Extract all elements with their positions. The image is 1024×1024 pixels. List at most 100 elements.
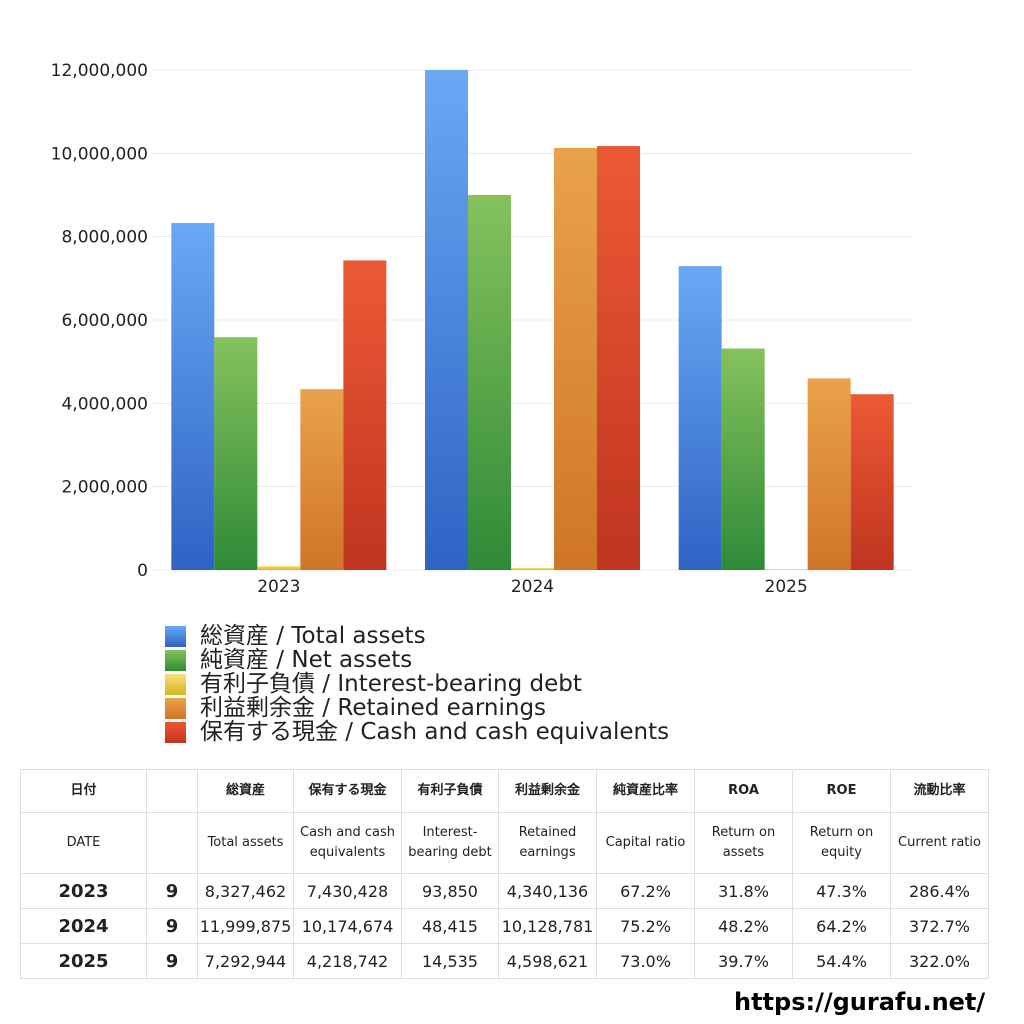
- y-tick-label: 0: [137, 561, 148, 581]
- table-cell: 14,535: [401, 943, 499, 979]
- table-cell-year: 2023: [20, 873, 147, 909]
- table-cell: 10,174,674: [293, 908, 402, 944]
- header-cell: DATE: [20, 812, 147, 874]
- bar: [764, 569, 808, 570]
- legend-swatch-retained-earnings: [165, 697, 186, 719]
- table-cell: 47.3%: [792, 873, 891, 909]
- bar: [214, 337, 258, 570]
- table-cell-year: 2025: [20, 943, 147, 979]
- table-cell: 93,850: [401, 873, 499, 909]
- table-cell: 10,128,781: [498, 908, 597, 944]
- bar: [554, 147, 597, 570]
- table-cell: 322.0%: [890, 943, 989, 979]
- legend-item: 純資産 / Net assets: [165, 648, 669, 672]
- header-cell: 保有する現金: [293, 769, 402, 813]
- header-cell: ROE: [792, 769, 891, 813]
- data-table: 日付 総資産 保有する現金 有利子負債 利益剰余金 純資産比率 ROA ROE …: [20, 769, 989, 979]
- table-cell: 372.7%: [890, 908, 989, 944]
- y-tick-label: 12,000,000: [51, 61, 148, 81]
- table-cell: 73.0%: [596, 943, 695, 979]
- table-header-en: DATE Total assets Cash and cash equivale…: [20, 812, 989, 874]
- table-row: 2025 9 7,292,944 4,218,742 14,535 4,598,…: [20, 943, 989, 979]
- legend-item: 利益剰余金 / Retained earnings: [165, 696, 669, 720]
- bar: [511, 567, 554, 570]
- legend-swatch-net-assets: [165, 649, 186, 671]
- bar-chart: 0 2,000,000 4,000,000 6,000,000 8,000,000 10,…: [51, 61, 913, 597]
- table-cell: 48.2%: [694, 908, 793, 944]
- site-url: https://gurafu.net/: [734, 988, 986, 1016]
- bar: [468, 195, 511, 570]
- x-axis-ticks: 2023 2024 2025: [257, 577, 808, 597]
- bars: [171, 70, 894, 571]
- table-cell: 64.2%: [792, 908, 891, 944]
- legend-label: 純資産 / Net assets: [200, 647, 413, 673]
- bar: [300, 389, 344, 570]
- header-cell: Current ratio: [890, 812, 989, 874]
- y-tick-label: 8,000,000: [61, 228, 148, 248]
- header-cell: Return on assets: [694, 812, 793, 874]
- x-tick-label: 2024: [511, 577, 554, 597]
- header-cell: 有利子負債: [401, 769, 499, 813]
- y-axis-ticks: 0 2,000,000 4,000,000 6,000,000 8,000,000 10,…: [51, 61, 148, 581]
- header-cell: 流動比率: [890, 769, 989, 813]
- header-cell: Return on equity: [792, 812, 891, 874]
- y-tick-label: 10,000,000: [51, 144, 148, 164]
- table-row: 2023 9 8,327,462 7,430,428 93,850 4,340,…: [20, 873, 989, 909]
- table-cell: 7,292,944: [197, 943, 294, 979]
- y-tick-label: 6,000,000: [61, 311, 148, 331]
- legend-label: 総資産 / Total assets: [200, 623, 426, 649]
- table-cell: 4,340,136: [498, 873, 597, 909]
- table-header-jp: 日付 総資産 保有する現金 有利子負債 利益剰余金 純資産比率 ROA ROE …: [20, 769, 989, 813]
- x-tick-label: 2025: [765, 577, 808, 597]
- table-cell: 67.2%: [596, 873, 695, 909]
- header-cell: 利益剰余金: [498, 769, 597, 813]
- table-cell: 39.7%: [694, 943, 793, 979]
- table-cell: 11,999,875: [197, 908, 294, 944]
- bar: [597, 146, 640, 571]
- header-cell: 日付: [20, 769, 147, 813]
- legend-label: 利益剰余金 / Retained earnings: [200, 695, 547, 721]
- bar: [721, 348, 765, 570]
- legend-label: 有利子負債 / Interest-bearing debt: [200, 671, 582, 697]
- header-cell: Total assets: [197, 812, 294, 874]
- table-cell: 4,218,742: [293, 943, 402, 979]
- header-cell: Cash and cash equivalents: [293, 812, 402, 874]
- x-tick-label: 2023: [257, 577, 300, 597]
- table-cell-month: 9: [146, 943, 198, 979]
- header-cell: Interest-bearing debt: [401, 812, 499, 874]
- header-cell: 総資産: [197, 769, 294, 813]
- y-tick-label: 2,000,000: [61, 478, 148, 498]
- table-cell: 7,430,428: [293, 873, 402, 909]
- legend-swatch-cash: [165, 721, 186, 743]
- bar: [343, 260, 387, 570]
- bar: [171, 223, 215, 571]
- table-cell-month: 9: [146, 873, 198, 909]
- table-cell-month: 9: [146, 908, 198, 944]
- table-cell: 75.2%: [596, 908, 695, 944]
- legend-item: 保有する現金 / Cash and cash equivalents: [165, 720, 669, 744]
- gridlines: [152, 69, 913, 571]
- header-cell: Retained earnings: [498, 812, 597, 874]
- bar: [425, 70, 468, 570]
- table-cell: 48,415: [401, 908, 499, 944]
- table-row: 2024 9 11,999,875 10,174,674 48,415 10,1…: [20, 908, 989, 944]
- legend-item: 有利子負債 / Interest-bearing debt: [165, 672, 669, 696]
- header-cell: 純資産比率: [596, 769, 695, 813]
- bar: [678, 266, 722, 570]
- legend: 総資産 / Total assets 純資産 / Net assets 有利子負…: [165, 624, 669, 744]
- legend-swatch-interest-bearing-debt: [165, 673, 186, 695]
- legend-label: 保有する現金 / Cash and cash equivalents: [200, 719, 670, 745]
- table-cell: 286.4%: [890, 873, 989, 909]
- bar: [807, 378, 851, 570]
- header-cell: ROA: [694, 769, 793, 813]
- table-cell: 8,327,462: [197, 873, 294, 909]
- bar: [850, 394, 894, 570]
- table-cell-year: 2024: [20, 908, 147, 944]
- table-cell: 4,598,621: [498, 943, 597, 979]
- header-cell: Capital ratio: [596, 812, 695, 874]
- bar: [257, 566, 301, 570]
- legend-item: 総資産 / Total assets: [165, 624, 669, 648]
- header-cell: [146, 812, 198, 874]
- table-cell: 54.4%: [792, 943, 891, 979]
- table-cell: 31.8%: [694, 873, 793, 909]
